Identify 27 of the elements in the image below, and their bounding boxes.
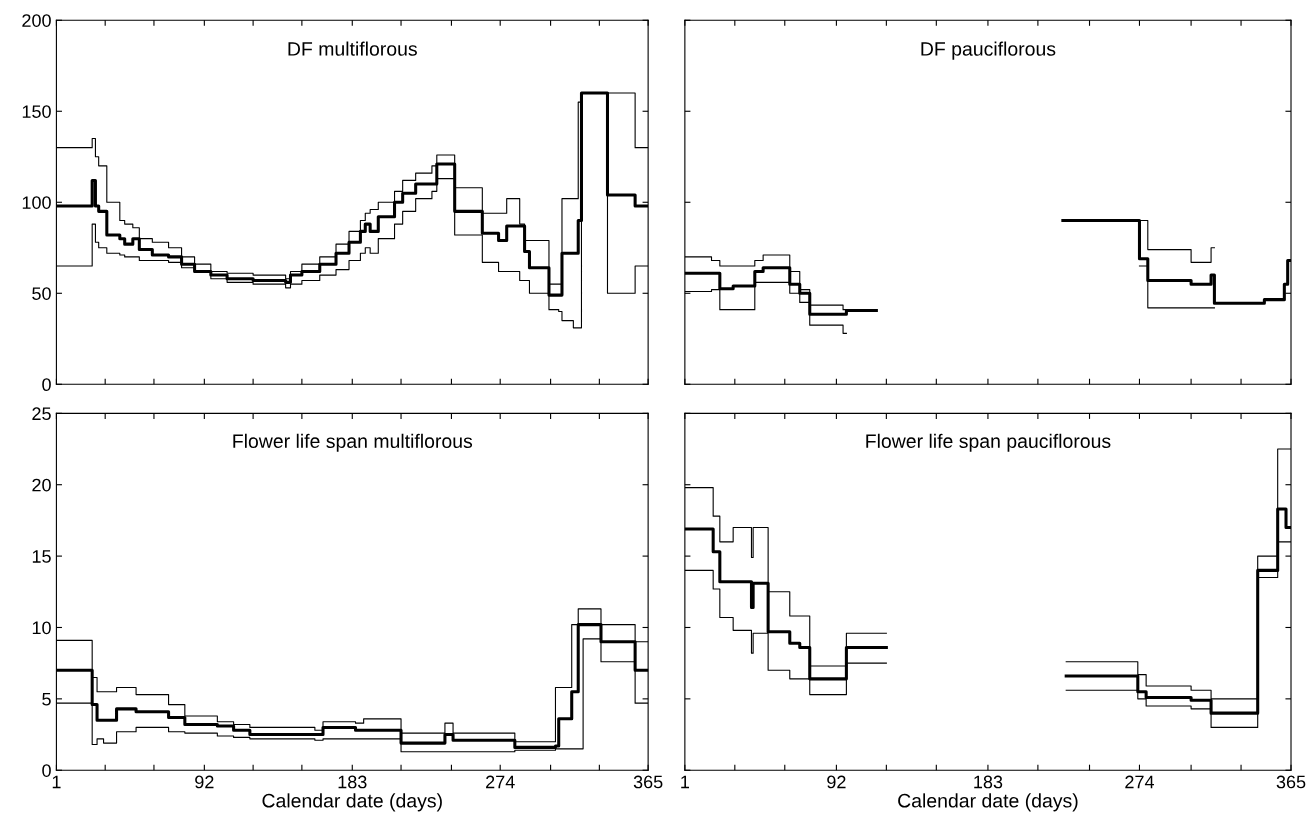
y-tick-label: 0: [42, 378, 51, 392]
x-tick-label: 1: [681, 775, 689, 789]
text: DF pauciflorous: [921, 41, 1056, 60]
x-tick-label: 183: [974, 775, 1003, 789]
x-tick-label: 183: [338, 775, 367, 789]
y-tick-label: 0: [42, 764, 51, 777]
y-tick-label: 10: [32, 621, 51, 635]
text: DF multiflorous: [288, 41, 417, 56]
x-tick-label: 274: [486, 775, 515, 789]
text: Flower life span pauciflorous: [866, 433, 1111, 452]
x-tick-label: 365: [633, 775, 663, 789]
y-tick-label: 200: [22, 14, 51, 27]
x-tick-label: 92: [195, 775, 214, 789]
y-tick-label: 20: [32, 478, 51, 492]
x-tick-label: 92: [827, 775, 846, 789]
text: Flower life span multiflorous: [233, 433, 473, 452]
x-tick-label: 365: [1276, 775, 1306, 789]
x-axis-title: Calendar date (days): [898, 793, 1078, 812]
y-tick-label: 25: [32, 407, 51, 421]
y-tick-label: 100: [22, 196, 51, 209]
y-tick-label: 5: [42, 692, 51, 706]
y-tick-label: 150: [22, 105, 51, 118]
y-tick-label: 50: [32, 287, 51, 300]
x-axis-title: Calendar date (days): [262, 793, 442, 812]
x-tick-label: 274: [1125, 775, 1155, 789]
x-tick-label: 1: [52, 775, 61, 789]
y-tick-label: 15: [32, 550, 51, 563]
